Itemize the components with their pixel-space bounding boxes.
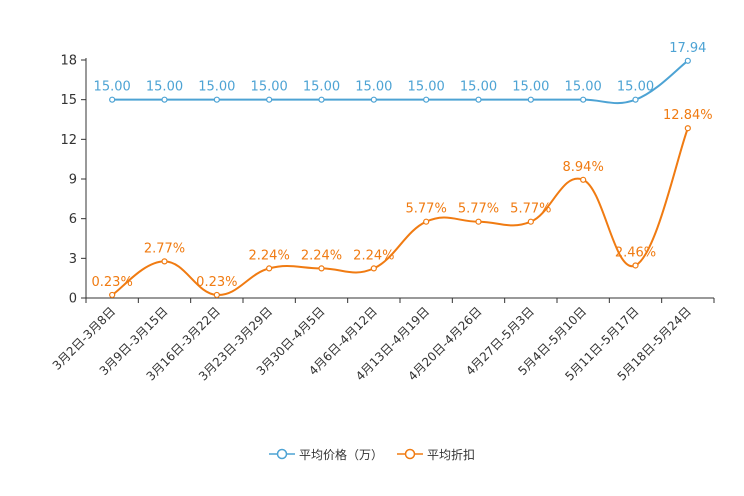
data-point-price [370,96,377,103]
data-point-discount [423,218,430,225]
data-label-price: 15.00 [617,80,654,95]
legend-item-price[interactable]: 平均价格（万） [268,446,383,463]
data-point-discount [266,265,273,272]
data-point-discount [213,291,220,299]
data-label-discount: 2.77% [144,241,185,256]
y-tick-label: 3 [69,252,77,267]
legend-label-price: 平均价格（万） [298,447,383,462]
data-point-price [527,96,534,103]
y-tick-label: 0 [69,292,77,307]
data-label-price: 15.00 [251,80,288,95]
data-point-price [423,96,430,103]
data-point-discount [318,265,325,272]
data-point-price [632,96,639,103]
legend: 平均价格（万） 平均折扣 [0,444,744,464]
data-label-discount: 0.23% [196,275,237,290]
data-label-price: 15.00 [408,80,445,95]
data-label-price: 17.94 [669,41,706,56]
data-point-discount [580,176,587,183]
legend-price-marker-icon [268,448,295,460]
data-point-discount [684,125,691,132]
data-point-discount [527,218,534,225]
data-point-price [109,96,116,103]
line-chart: 03691215183月2日-3月8日3月9日-3月15日3月16日-3月22日… [50,41,715,384]
data-label-price: 15.00 [303,80,340,95]
data-point-price [475,96,482,103]
data-point-price [684,57,691,64]
data-point-discount [475,218,482,225]
y-tick-label: 18 [60,54,77,69]
data-label-discount: 0.23% [92,275,133,290]
data-label-discount: 5.77% [510,202,551,217]
data-point-price [580,96,587,103]
data-label-discount: 5.77% [406,202,447,217]
y-tick-label: 12 [60,133,77,148]
data-point-discount [109,291,116,299]
y-tick-label: 9 [69,173,77,188]
data-label-price: 15.00 [94,80,131,95]
y-tick-label: 6 [69,212,77,227]
data-point-discount [632,262,639,269]
data-label-price: 15.00 [512,80,549,95]
data-label-price: 15.00 [355,80,392,95]
data-point-price [161,96,168,103]
series-line-price [112,59,689,105]
y-tick-label: 15 [60,93,77,108]
data-label-discount: 8.94% [563,160,604,175]
data-label-discount: 5.77% [458,202,499,217]
data-point-discount [161,258,168,265]
legend-label-discount: 平均折扣 [427,447,476,462]
legend-item-discount[interactable]: 平均折扣 [397,446,475,463]
data-label-discount: 12.84% [663,108,713,123]
series-line-discount [111,127,689,296]
legend-discount-marker-icon [397,448,423,460]
data-point-price [213,96,220,103]
data-label-discount: 2.24% [301,248,342,263]
data-label-price: 15.00 [198,80,235,95]
data-label-discount: 2.24% [249,248,290,263]
data-point-price [266,96,273,103]
data-label-discount: 2.46% [615,245,656,260]
data-label-discount: 2.24% [353,248,394,263]
data-label-price: 15.00 [565,80,602,95]
data-label-price: 15.00 [146,80,183,95]
data-point-price [318,96,325,103]
data-label-price: 15.00 [460,80,497,95]
data-point-discount [370,265,377,272]
